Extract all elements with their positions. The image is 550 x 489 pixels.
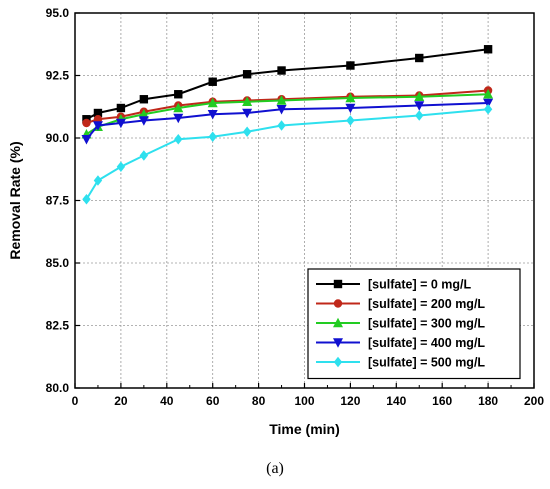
legend-marker — [333, 317, 343, 328]
data-point — [138, 109, 149, 119]
data-point — [345, 92, 356, 103]
data-point — [276, 105, 287, 115]
data-point — [483, 104, 493, 115]
data-point — [414, 101, 425, 111]
data-point — [208, 131, 217, 142]
data-point — [93, 108, 103, 118]
legend-marker — [333, 279, 343, 289]
y-tick-label: 95.0 — [46, 6, 70, 20]
series-line — [85, 102, 489, 140]
data-point — [483, 45, 493, 54]
x-tick-label: 60 — [206, 394, 220, 408]
data-point — [242, 108, 253, 119]
x-tick-label: 200 — [524, 394, 544, 408]
x-tick-label: 100 — [294, 394, 314, 408]
data-point — [139, 95, 149, 104]
legend-marker — [333, 338, 343, 348]
data-point — [93, 175, 103, 186]
legend-item: [sulfate] = 0 mg/L — [316, 278, 472, 292]
data-point — [115, 118, 126, 129]
series-2 — [81, 89, 494, 139]
axis-ticks: 0 20 40 60 80 100 120 140 160 180 200 80.0 82.5 85.0 8… — [46, 6, 545, 408]
x-tick-label: 180 — [478, 394, 498, 408]
data-point — [483, 89, 494, 99]
data-point — [276, 95, 287, 105]
legend-item: [sulfate] = 500 mg/L — [316, 356, 485, 370]
y-axis-title: Removal Rate (%) — [7, 141, 23, 259]
series-3 — [81, 98, 494, 145]
data-point — [82, 194, 91, 205]
series-0 — [82, 45, 493, 124]
data-point — [242, 126, 252, 137]
data-point — [81, 135, 92, 145]
data-point — [174, 90, 183, 99]
data-point — [138, 116, 149, 126]
legend-item: [sulfate] = 400 mg/L — [316, 336, 485, 350]
y-tick-label: 85.0 — [46, 256, 70, 270]
legend-item: [sulfate] = 300 mg/L — [316, 317, 485, 331]
legend: [sulfate] = 0 mg/L [sulfate] = 200 mg/L [s… — [307, 268, 521, 380]
y-tick-label: 80.0 — [46, 381, 70, 395]
y-tick-label: 90.0 — [46, 131, 70, 145]
data-point — [174, 134, 183, 145]
legend-marker — [333, 299, 343, 308]
legend-label: [sulfate] = 300 mg/L — [368, 317, 485, 331]
data-point — [483, 98, 494, 109]
data-point — [116, 103, 126, 113]
data-point — [173, 113, 184, 124]
x-tick-label: 0 — [72, 394, 79, 408]
y-tick-label: 92.5 — [46, 69, 70, 83]
data-point — [208, 77, 217, 86]
data-point — [207, 97, 218, 108]
data-point — [116, 161, 126, 172]
data-point — [82, 118, 91, 128]
legend-marker — [333, 356, 343, 368]
data-point — [414, 91, 425, 101]
y-tick-label: 82.5 — [46, 319, 70, 333]
data-point — [415, 53, 424, 63]
data-point — [346, 115, 355, 126]
panel-label: (a) — [266, 460, 284, 477]
data-point — [277, 66, 286, 75]
data-point — [139, 150, 149, 161]
series-4 — [82, 104, 493, 205]
y-tick-label: 87.5 — [46, 194, 70, 208]
data-point — [415, 110, 424, 121]
data-point — [242, 70, 252, 79]
x-tick-label: 20 — [114, 394, 128, 408]
data-point — [346, 61, 355, 70]
series-group — [81, 45, 494, 205]
data-point — [207, 110, 218, 120]
legend-label: [sulfate] = 200 mg/L — [368, 297, 485, 311]
legend-label: [sulfate] = 400 mg/L — [368, 336, 485, 350]
x-tick-label: 40 — [160, 394, 174, 408]
x-tick-label: 120 — [340, 394, 360, 408]
x-tick-label: 80 — [252, 394, 266, 408]
legend-item: [sulfate] = 200 mg/L — [316, 297, 485, 311]
data-point — [277, 120, 286, 131]
x-tick-label: 140 — [386, 394, 406, 408]
x-tick-label: 160 — [432, 394, 452, 408]
data-point — [345, 103, 356, 114]
x-axis-title: Time (min) — [269, 421, 340, 437]
data-point — [242, 96, 253, 106]
data-point — [92, 121, 103, 131]
legend-label: [sulfate] = 0 mg/L — [368, 278, 472, 292]
legend-label: [sulfate] = 500 mg/L — [368, 356, 485, 370]
data-point — [173, 102, 184, 113]
line-chart: 0 20 40 60 80 100 120 140 160 180 200 80.0 82.5 85.0 8… — [7, 6, 545, 437]
